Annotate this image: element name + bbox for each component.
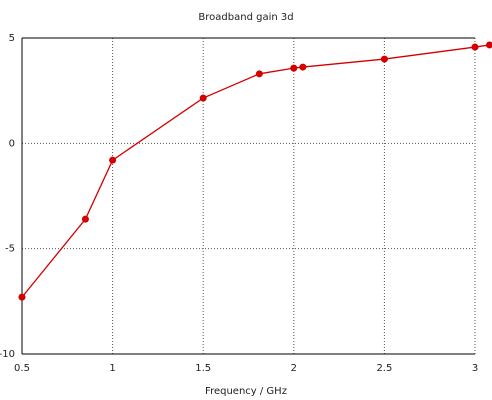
x-tick-label: 2.5: [376, 363, 392, 374]
y-tick-label: -10: [0, 349, 15, 360]
point: [255, 70, 263, 78]
point: [290, 64, 298, 72]
x-axis-label: Frequency / GHz: [205, 386, 287, 397]
point: [199, 94, 207, 102]
point: [485, 41, 492, 49]
x-tick-label: 2: [291, 363, 297, 374]
point: [380, 55, 388, 63]
x-tick-label: 0.5: [14, 363, 30, 374]
y-tick-label: 0: [9, 138, 15, 149]
y-tick-label: -5: [5, 244, 15, 255]
x-tick-label: 1.5: [195, 363, 211, 374]
x-tick-label: 3: [472, 363, 478, 374]
series-line: [21, 44, 490, 298]
point: [471, 43, 479, 51]
point: [299, 63, 307, 71]
y-tick-label: 5: [9, 33, 15, 44]
point: [109, 156, 117, 164]
chart-title: Broadband gain 3d: [198, 12, 293, 23]
point: [18, 293, 26, 301]
x-tick-label: 1: [109, 363, 115, 374]
point: [81, 215, 89, 223]
